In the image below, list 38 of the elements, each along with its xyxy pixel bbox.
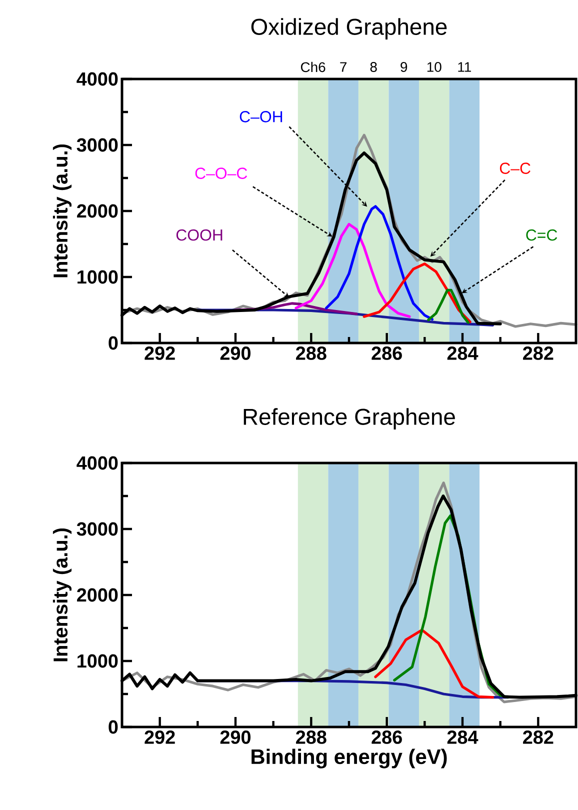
y-axis-title: Intensity (a.u.) [52, 144, 72, 278]
x-tick-label: 292 [144, 730, 175, 744]
y-tick-label: 3000 [76, 522, 118, 536]
y-tick-label: 4000 [76, 456, 118, 470]
band-label: 8 [370, 62, 377, 72]
x-tick-label: 282 [523, 346, 554, 360]
x-tick-label: 286 [372, 730, 402, 744]
y-tick-label: 1000 [78, 270, 118, 284]
chart-title: Oxidized Graphene [251, 18, 447, 40]
text: C–OH [240, 111, 282, 122]
y-tick-label: 3000 [76, 138, 118, 152]
x-tick-label: 290 [220, 346, 251, 360]
x-axis-title: Binding energy (eV) [252, 748, 447, 768]
y-tick-label: 0 [108, 336, 118, 350]
y-tick-label: 1000 [78, 654, 118, 668]
y-tick-label: 2000 [77, 204, 118, 218]
text: COOH [176, 229, 222, 241]
y-tick-label: 2000 [77, 588, 118, 602]
text: C–C [500, 162, 530, 174]
y-tick-label: 0 [108, 720, 118, 734]
x-tick-label: 288 [296, 346, 326, 360]
y-tick-label: 4000 [76, 72, 118, 86]
x-tick-label: 288 [296, 730, 326, 744]
band-label: 7 [340, 62, 347, 72]
text: C–O–C [195, 168, 248, 179]
band-label: 11 [458, 62, 471, 72]
x-tick-label: 290 [220, 730, 251, 744]
band-label: 10 [427, 62, 442, 72]
x-tick-label: 284 [447, 346, 478, 360]
y-axis-title: Intensity (a.u.) [52, 528, 72, 662]
text: C=C [526, 229, 558, 241]
x-tick-label: 292 [144, 346, 175, 360]
x-tick-label: 282 [523, 730, 554, 744]
band-label: Ch6 [300, 62, 326, 72]
band-label: 9 [400, 62, 408, 72]
chart-title: Reference Graphene [244, 408, 455, 430]
x-tick-label: 286 [372, 346, 402, 360]
x-tick-label: 284 [447, 730, 478, 744]
